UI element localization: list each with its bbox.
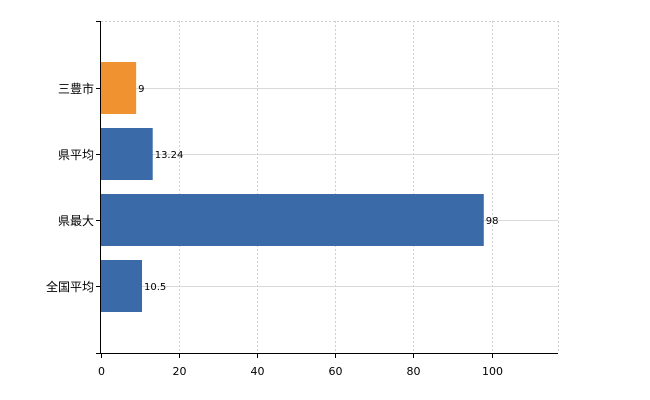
data-label: 9 bbox=[138, 84, 144, 95]
x-axis-ticks: 0 20 40 60 80 100 bbox=[98, 353, 503, 378]
x-tick-label: 0 bbox=[98, 365, 105, 378]
category-label: 三豊市 bbox=[58, 81, 94, 96]
x-tick-label: 60 bbox=[329, 365, 343, 378]
category-label: 全国平均 bbox=[46, 279, 94, 294]
category-label: 県最大 bbox=[58, 214, 94, 228]
bars bbox=[101, 62, 484, 312]
bar-三豊市 bbox=[101, 62, 137, 114]
data-label: 10.5 bbox=[144, 282, 166, 293]
category-label: 県平均 bbox=[58, 148, 94, 162]
vertical-gridlines bbox=[101, 21, 559, 353]
x-tick-label: 80 bbox=[407, 365, 421, 378]
x-tick-label: 20 bbox=[173, 365, 187, 378]
data-labels: 9 13.24 98 10.5 bbox=[138, 84, 498, 293]
bar-県最大 bbox=[101, 194, 484, 246]
bar-全国平均 bbox=[101, 260, 143, 312]
horizontal-gridlines bbox=[101, 88, 558, 287]
data-label: 13.24 bbox=[155, 150, 184, 161]
x-tick-label: 40 bbox=[251, 365, 265, 378]
y-axis-ticks bbox=[96, 21, 101, 354]
x-tick-label: 100 bbox=[482, 365, 503, 378]
data-label: 98 bbox=[486, 216, 499, 227]
bar-県平均 bbox=[101, 128, 153, 180]
